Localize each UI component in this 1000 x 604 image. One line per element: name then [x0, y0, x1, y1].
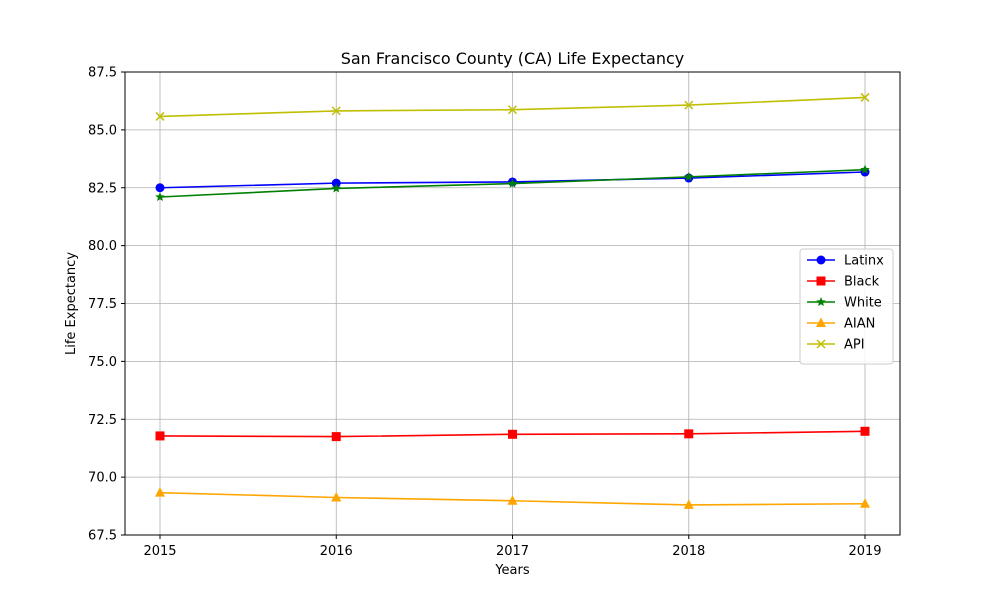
- x-tick-label: 2015: [143, 544, 176, 559]
- data-point-aian: [683, 499, 694, 509]
- axis-ticks: 2015 2016 2017 2018 2019 67.5 70.0 72.5 75.0 77.5…: [88, 66, 882, 560]
- data-point-aian: [507, 495, 518, 505]
- y-tick-label: 85.0: [88, 123, 117, 138]
- legend-marker-api: [816, 339, 826, 349]
- grid-lines: [125, 71, 900, 536]
- y-tick-label: 70.0: [88, 471, 117, 486]
- legend-item-aian: AIAN: [807, 317, 875, 332]
- data-point-api: [331, 106, 341, 116]
- legend-marker-latinx: [816, 255, 826, 265]
- series-api: [155, 92, 870, 121]
- data-point-white: [507, 178, 518, 188]
- data-point-white: [683, 171, 694, 181]
- legend-marker-black: [816, 276, 826, 286]
- data-point-latinx: [155, 183, 165, 193]
- series-aian: [155, 487, 870, 509]
- data-point-black: [331, 432, 341, 442]
- y-axis-label: Life Expectancy: [64, 252, 79, 355]
- legend-item-white: White: [807, 296, 882, 311]
- data-point-api: [860, 92, 870, 102]
- y-tick-label: 75.0: [88, 355, 117, 370]
- x-axis-label: Years: [494, 563, 530, 578]
- legend-label-api: API: [844, 338, 865, 353]
- y-tick-label: 77.5: [88, 297, 117, 312]
- x-tick-label: 2016: [320, 544, 353, 559]
- legend-label-black: Black: [844, 275, 880, 290]
- data-point-api: [684, 100, 694, 110]
- data-point-white: [331, 183, 342, 193]
- data-point-aian: [331, 491, 342, 502]
- data-point-api: [155, 111, 165, 121]
- legend-label-aian: AIAN: [844, 317, 875, 332]
- x-tick-label: 2018: [672, 544, 705, 559]
- x-tick-label: 2019: [848, 544, 881, 559]
- y-tick-label: 72.5: [88, 413, 117, 428]
- legend-item-latinx: Latinx: [807, 254, 884, 269]
- legend-label-white: White: [844, 296, 882, 311]
- legend-item-api: API: [807, 338, 865, 353]
- legend-marker-aian: [816, 317, 826, 327]
- data-point-latinx: [331, 178, 341, 188]
- series-black: [155, 426, 870, 442]
- data-point-aian: [860, 498, 870, 508]
- legend-marker-white: [816, 297, 826, 307]
- y-tick-label: 67.5: [88, 529, 117, 544]
- series-layer: [155, 92, 870, 509]
- data-point-white: [860, 164, 870, 174]
- data-point-aian: [155, 487, 165, 497]
- y-tick-label: 82.5: [88, 181, 117, 196]
- chart-title: San Francisco County (CA) Life Expectanc…: [341, 49, 685, 68]
- data-point-white: [155, 192, 165, 202]
- x-tick-label: 2017: [496, 544, 529, 559]
- data-point-black: [860, 426, 870, 436]
- legend: Latinx Black White AIAN API: [799, 248, 894, 365]
- y-tick-label: 87.5: [88, 66, 117, 81]
- data-point-black: [155, 431, 165, 441]
- y-tick-label: 80.0: [88, 239, 117, 254]
- data-point-api: [507, 105, 518, 115]
- series-white: [155, 164, 870, 202]
- data-point-black: [508, 429, 517, 439]
- legend-item-black: Black: [807, 275, 880, 290]
- data-point-black: [684, 429, 694, 439]
- legend-label-latinx: Latinx: [844, 254, 884, 269]
